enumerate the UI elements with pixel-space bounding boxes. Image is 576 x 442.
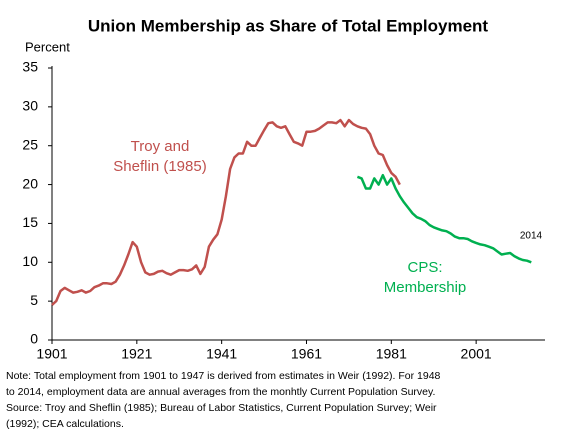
x-tick-label: 1961: [291, 346, 322, 362]
chart-title: Union Membership as Share of Total Emplo…: [88, 16, 489, 35]
note-line: to 2014, employment data are annual aver…: [6, 386, 435, 398]
y-tick-label: 15: [22, 214, 38, 230]
series-label: Sheflin (1985): [113, 158, 206, 175]
end-annotation: 2014: [520, 231, 543, 242]
x-tick-label: 1901: [36, 346, 67, 362]
y-tick-label: 5: [30, 292, 38, 308]
series-label: Troy and: [131, 138, 190, 155]
note-line: Source: Troy and Sheflin (1985); Bureau …: [6, 402, 437, 414]
series-line: [51, 118, 401, 306]
series-line: [356, 173, 532, 264]
y-tick-label: 35: [22, 59, 38, 75]
note-line: Note: Total employment from 1901 to 1947…: [6, 370, 441, 382]
x-tick-label: 1921: [121, 346, 152, 362]
note-line: (1992); CEA calculations.: [6, 418, 124, 430]
y-tick-label: 10: [22, 253, 38, 269]
series-label: Membership: [384, 279, 467, 296]
y-tick-label: 30: [22, 98, 38, 114]
x-tick-label: 1941: [206, 346, 237, 362]
y-axis-label: Percent: [25, 39, 70, 54]
y-tick-label: 0: [30, 331, 38, 347]
y-tick-label: 25: [22, 136, 38, 152]
x-tick-label: 2001: [461, 346, 492, 362]
y-tick-label: 20: [22, 175, 38, 191]
series-label: CPS:: [407, 259, 442, 276]
x-tick-label: 1981: [376, 346, 407, 362]
